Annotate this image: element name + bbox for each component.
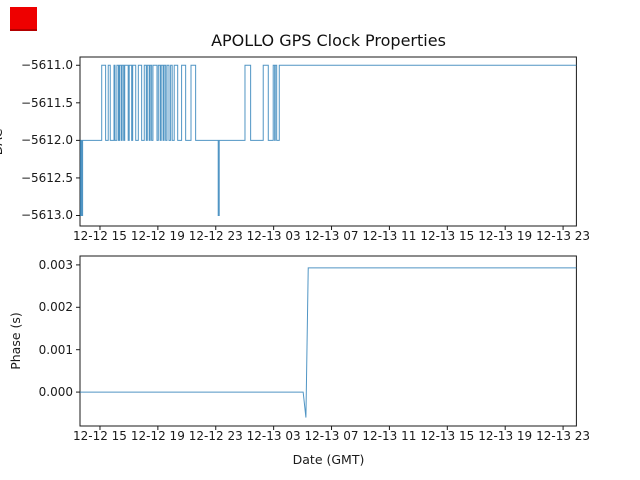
x-tick-label: 12-12 15 xyxy=(72,429,127,443)
y-tick-label: −5611.5 xyxy=(20,95,73,110)
x-tick-label: 12-13 23 xyxy=(536,429,591,443)
y-tick-label: −5612.0 xyxy=(20,133,73,148)
x-tick-label: 12-13 15 xyxy=(420,429,475,443)
x-tick-label: 12-13 19 xyxy=(478,429,533,443)
axes-border xyxy=(79,56,577,227)
series-line xyxy=(80,64,577,216)
x-tick-label: 12-13 23 xyxy=(536,229,591,243)
red-status-marker xyxy=(10,7,37,31)
x-axis-label: Date (GMT) xyxy=(292,452,365,467)
x-tick-label: 12-13 11 xyxy=(362,429,417,443)
x-tick-label: 12-13 11 xyxy=(362,229,417,243)
x-tick-label: 12-13 07 xyxy=(304,229,359,243)
x-tick-label: 12-13 03 xyxy=(246,429,301,443)
y-tick-label: −5613.0 xyxy=(20,208,73,223)
x-tick-label: 12-12 19 xyxy=(130,229,185,243)
x-tick-label: 12-12 23 xyxy=(188,229,243,243)
x-tick-label: 12-13 03 xyxy=(246,229,301,243)
y-tick-label: 0.000 xyxy=(38,385,73,400)
x-tick-label: 12-13 19 xyxy=(478,229,533,243)
series-line xyxy=(80,267,577,418)
x-tick-label: 12-12 23 xyxy=(188,429,243,443)
x-tick-label: 12-13 07 xyxy=(304,429,359,443)
y-tick-label: 0.003 xyxy=(38,257,73,272)
y-tick-label: 0.002 xyxy=(38,300,73,315)
y-tick-label: 0.001 xyxy=(38,342,73,357)
x-tick-label: 12-12 19 xyxy=(130,429,185,443)
chart-title: APOLLO GPS Clock Properties xyxy=(211,31,446,50)
axes-border xyxy=(79,255,577,427)
x-tick-label: 12-13 15 xyxy=(420,229,475,243)
x-tick-label: 12-12 15 xyxy=(72,229,127,243)
y-tick-label: −5612.5 xyxy=(20,170,73,185)
y-tick-label: −5611.0 xyxy=(20,58,73,73)
